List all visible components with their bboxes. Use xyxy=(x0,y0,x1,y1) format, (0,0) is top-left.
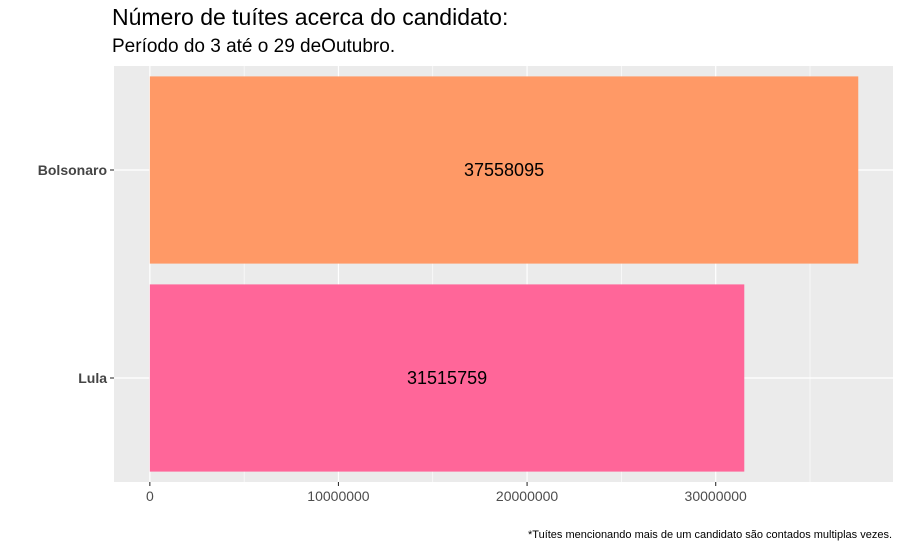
bar-value-label: 37558095 xyxy=(464,160,544,180)
chart-title: Número de tuítes acerca do candidato: xyxy=(112,4,509,30)
bar-bolsonaro xyxy=(149,76,859,264)
y-axis: Bolsonaro Lula xyxy=(38,162,114,386)
x-tick-label: 20000000 xyxy=(496,488,559,504)
bar-lula xyxy=(149,284,745,472)
x-tick-label: 30000000 xyxy=(685,488,748,504)
y-tick-label: Lula xyxy=(78,370,107,386)
chart-subtitle: Período do 3 até o 29 deOutubro. xyxy=(112,36,396,57)
y-tick-label: Bolsonaro xyxy=(38,162,107,178)
bar-value-label: 31515759 xyxy=(407,368,487,388)
bar-value-labels: 37558095 31515759 xyxy=(407,160,544,388)
x-tick-label: 0 xyxy=(146,488,154,504)
x-axis: 0 10000000 20000000 30000000 xyxy=(146,482,747,504)
bars xyxy=(149,76,859,472)
x-tick-label: 10000000 xyxy=(307,488,370,504)
chart-caption: *Tuítes mencionando mais de um candidato… xyxy=(527,529,892,541)
